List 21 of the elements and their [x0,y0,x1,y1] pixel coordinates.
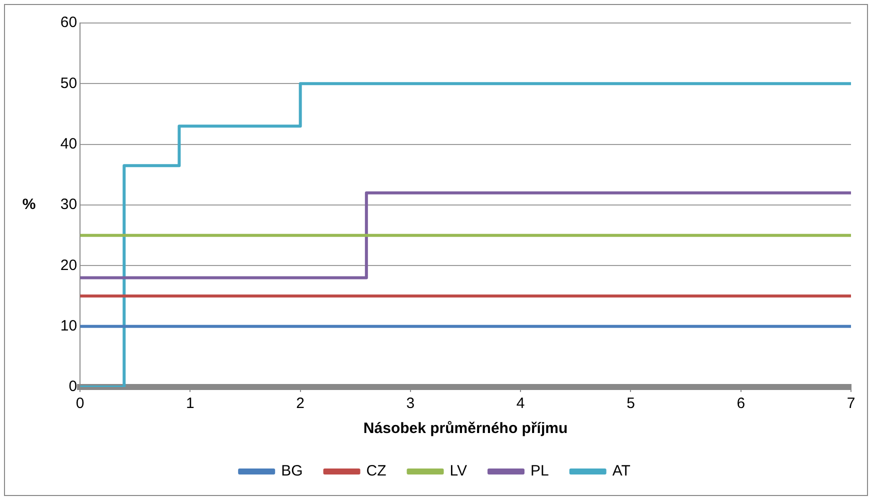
y-tick-label: 0 [68,378,78,396]
x-axis-title: Násobek průměrného příjmu [363,420,568,438]
x-tick-label: 7 [846,395,856,412]
x-tick-label: 2 [296,395,305,412]
legend-label: CZ [366,462,386,480]
y-axis-title: % [22,196,36,214]
y-tick-label: 10 [60,317,78,334]
y-tick-label: 60 [60,14,78,32]
y-tick-label: 20 [60,256,78,274]
x-tick-label: 4 [516,395,525,412]
legend-label: LV [450,462,467,480]
legend-label: BG [281,462,303,480]
y-tick-label: 30 [60,196,78,214]
x-tick-label: 5 [626,395,635,412]
y-tick-label: 40 [60,135,78,152]
x-tick-label: 1 [186,395,194,412]
x-tick-label: 6 [736,395,746,412]
legend-label: PL [530,462,549,480]
x-tick-label: 3 [406,395,415,412]
y-tick-label: 50 [60,74,78,92]
legend-label: AT [612,462,630,480]
